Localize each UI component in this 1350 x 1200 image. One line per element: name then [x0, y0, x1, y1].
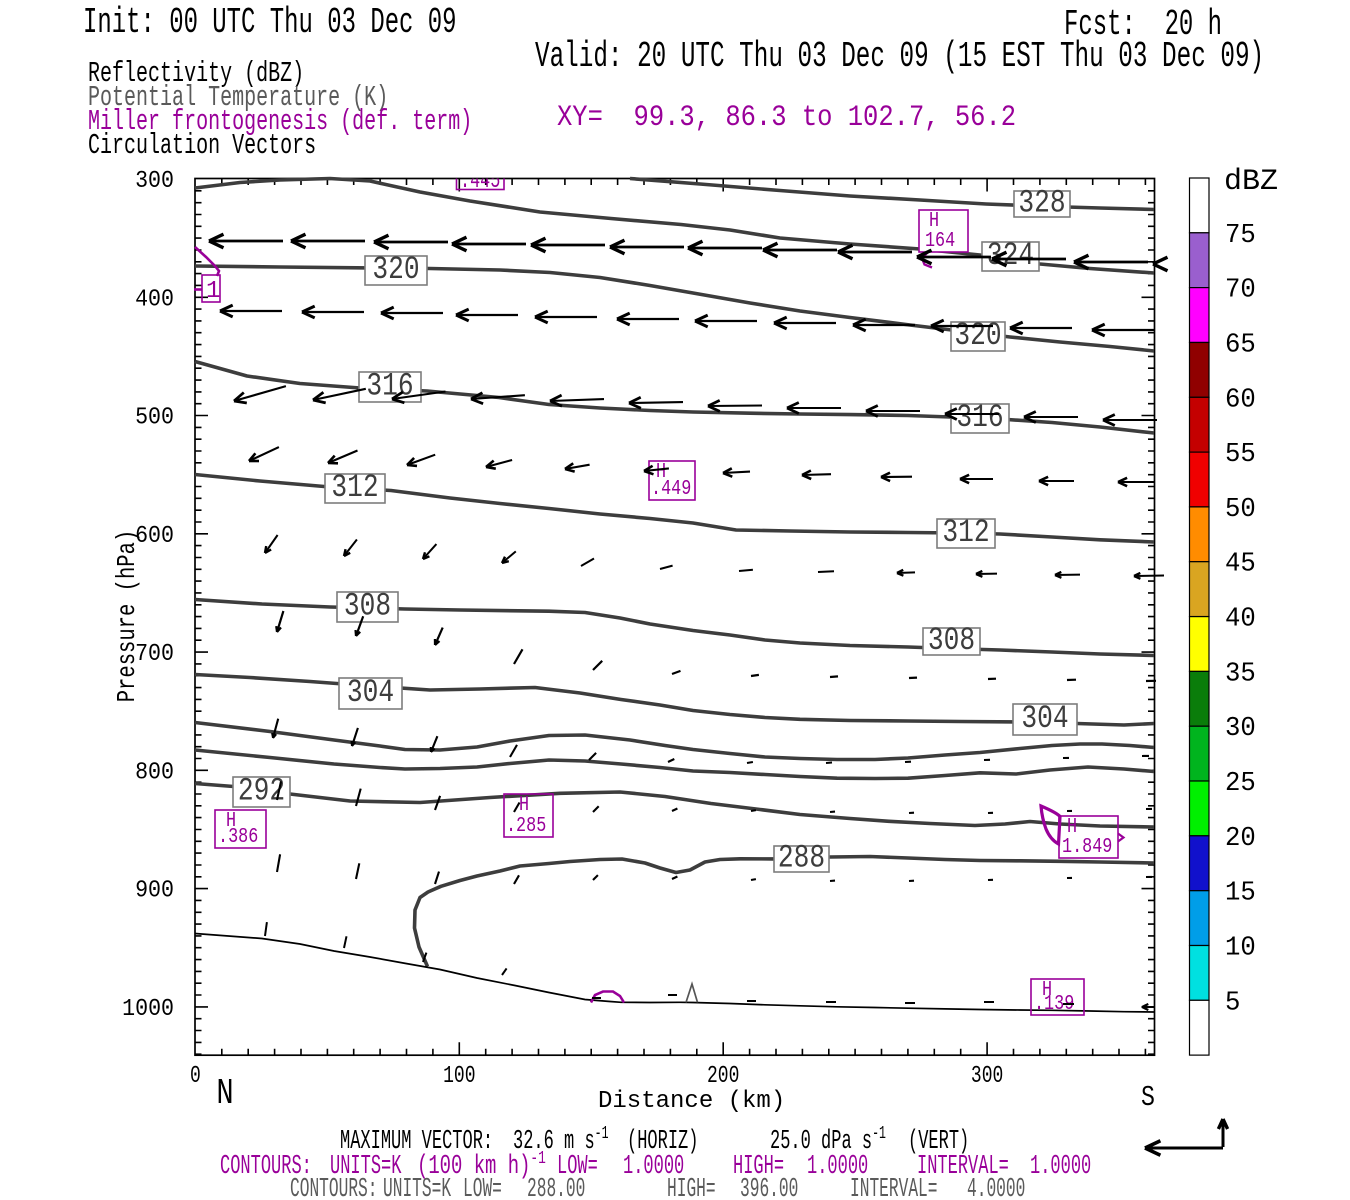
svg-text:35: 35: [1225, 658, 1256, 689]
svg-text:328: 328: [1018, 185, 1065, 221]
svg-text:.386: .386: [218, 824, 258, 848]
svg-text:H: H: [226, 808, 236, 832]
svg-text:312: 312: [331, 470, 378, 506]
svg-text:45: 45: [1225, 548, 1256, 579]
svg-text:288: 288: [778, 840, 825, 876]
svg-text:5: 5: [1225, 987, 1240, 1018]
svg-text:1: 1: [206, 278, 220, 305]
svg-text:65: 65: [1225, 329, 1256, 360]
svg-text:15: 15: [1225, 877, 1256, 908]
svg-text:320: 320: [372, 252, 419, 288]
svg-text:dBZ: dBZ: [1224, 165, 1278, 199]
svg-text:600: 600: [135, 522, 174, 549]
svg-text:55: 55: [1225, 439, 1256, 470]
svg-text:60: 60: [1225, 384, 1256, 415]
svg-text:.445: .445: [460, 168, 500, 195]
svg-text:500: 500: [135, 404, 174, 431]
svg-text:H: H: [656, 459, 666, 483]
svg-text:800: 800: [135, 758, 174, 785]
svg-text:H: H: [519, 792, 529, 816]
svg-text:300: 300: [971, 1063, 1003, 1090]
svg-text:H: H: [929, 208, 939, 232]
svg-text:.285: .285: [506, 813, 546, 837]
svg-text:75: 75: [1225, 219, 1256, 250]
svg-text:0: 0: [190, 1063, 201, 1090]
svg-text:40: 40: [1225, 603, 1256, 634]
svg-text:312: 312: [942, 515, 989, 551]
svg-text:300: 300: [135, 167, 174, 194]
svg-text:H: H: [1067, 814, 1077, 838]
svg-text:292: 292: [238, 773, 285, 809]
svg-text:316: 316: [366, 368, 413, 404]
svg-text:164: 164: [925, 228, 955, 252]
svg-text:30: 30: [1225, 713, 1256, 744]
svg-text:324: 324: [987, 238, 1034, 274]
svg-text:H: H: [1042, 977, 1052, 1001]
svg-text:308: 308: [928, 623, 975, 659]
svg-text:.449: .449: [651, 476, 691, 500]
svg-text:10: 10: [1225, 932, 1256, 963]
svg-text:N: N: [216, 1073, 233, 1114]
svg-text:200: 200: [707, 1063, 739, 1090]
svg-text:304: 304: [347, 675, 394, 711]
svg-text:25: 25: [1225, 767, 1256, 798]
svg-text:400: 400: [135, 285, 174, 312]
svg-text:50: 50: [1225, 493, 1256, 524]
svg-text:700: 700: [135, 640, 174, 667]
svg-text:20: 20: [1225, 822, 1256, 853]
svg-text:1000: 1000: [122, 995, 174, 1022]
svg-text:320: 320: [954, 318, 1001, 354]
svg-text:304: 304: [1021, 701, 1068, 737]
svg-text:100: 100: [443, 1063, 475, 1090]
svg-text:308: 308: [344, 588, 391, 624]
svg-text:S: S: [1141, 1081, 1155, 1114]
svg-text:900: 900: [135, 877, 174, 904]
svg-text:70: 70: [1225, 274, 1256, 305]
svg-text:1.849: 1.849: [1062, 834, 1112, 858]
svg-text:316: 316: [956, 400, 1003, 436]
